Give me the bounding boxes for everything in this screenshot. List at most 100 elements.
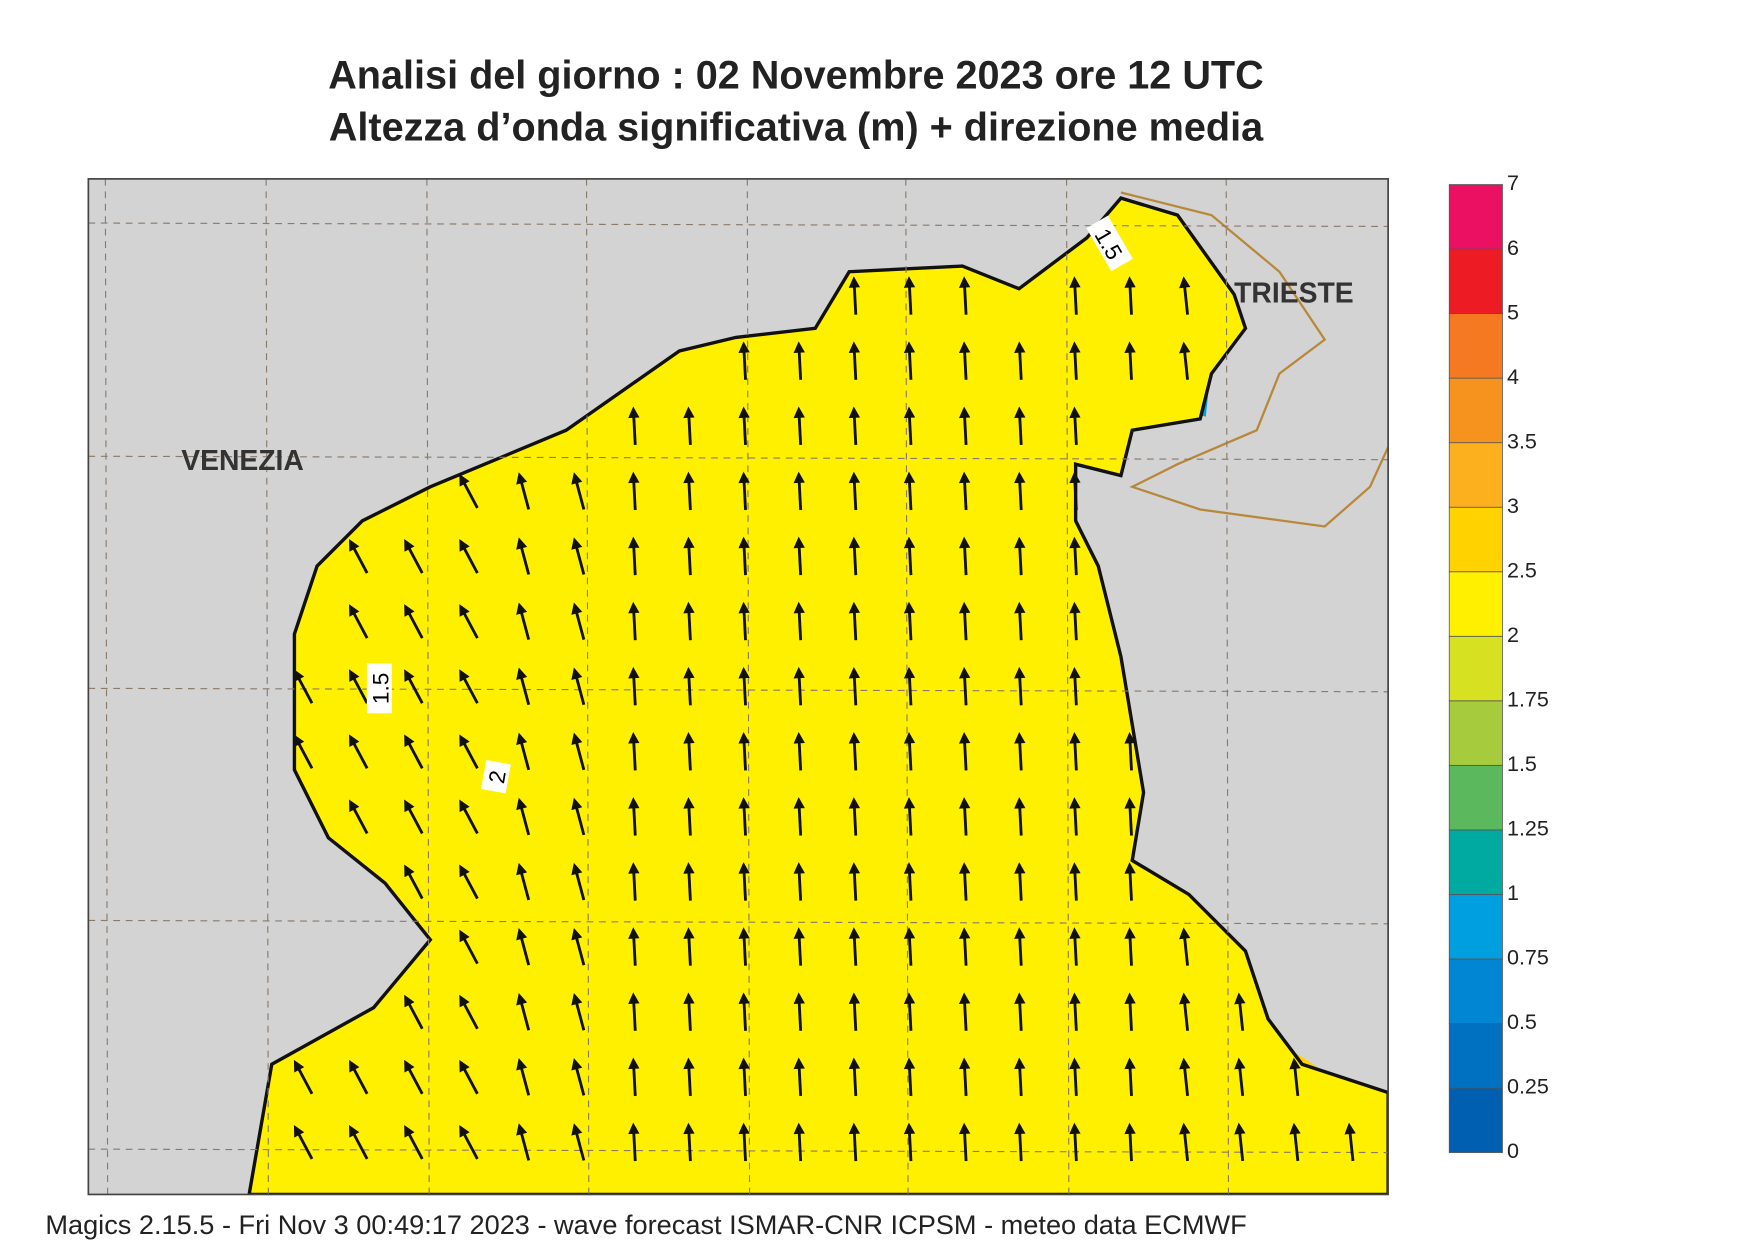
colorbar-label: 1.75 xyxy=(1507,688,1549,712)
arrow-head xyxy=(628,536,640,549)
arrow-head xyxy=(738,731,750,744)
direction-arrow xyxy=(903,471,916,511)
direction-arrow xyxy=(683,471,695,511)
direction-arrow xyxy=(1069,992,1081,1031)
arrow-head xyxy=(1014,992,1026,1004)
direction-arrow xyxy=(1069,666,1081,706)
direction-arrow xyxy=(793,992,805,1031)
arrow-head xyxy=(848,341,861,353)
arrow-head xyxy=(1014,341,1026,353)
border xyxy=(1120,191,1389,528)
direction-arrow xyxy=(959,471,971,511)
direction-arrow xyxy=(404,1124,424,1160)
direction-arrow xyxy=(848,341,861,380)
arrow-head xyxy=(459,799,470,813)
arrow-head xyxy=(516,862,528,876)
title-line-1: Analisi del giorno : 02 Novembre 2023 or… xyxy=(328,53,1264,97)
colorbar-label: 0.5 xyxy=(1507,1010,1537,1034)
direction-arrow xyxy=(848,406,861,445)
direction-arrow xyxy=(404,539,424,574)
arrow-head xyxy=(738,797,750,809)
arrow-head xyxy=(349,734,360,747)
contour-label-text: 2 xyxy=(484,769,511,786)
arrow-head xyxy=(1124,992,1136,1004)
direction-arrow xyxy=(738,927,750,966)
arrow-head xyxy=(516,927,528,941)
arrow-head xyxy=(404,1059,415,1073)
direction-arrow xyxy=(903,797,916,836)
arrow-head xyxy=(793,666,805,679)
arrow-head xyxy=(959,1122,971,1135)
arrow-head xyxy=(903,471,916,484)
arrow-head xyxy=(1069,341,1081,353)
direction-arrow xyxy=(628,1122,640,1162)
arrow-head xyxy=(628,731,640,744)
arrow-head xyxy=(571,1123,583,1136)
direction-arrow xyxy=(1124,992,1136,1031)
direction-arrow xyxy=(459,799,479,835)
direction-arrow xyxy=(404,734,424,769)
arrow-head xyxy=(738,927,750,939)
direction-arrow xyxy=(903,341,916,380)
direction-arrow xyxy=(793,666,805,706)
direction-arrow xyxy=(738,406,750,445)
direction-arrow xyxy=(1179,927,1191,966)
wave-direction-arrows xyxy=(293,276,1356,1162)
direction-arrow xyxy=(848,276,861,315)
arrow-head xyxy=(1179,927,1191,940)
colorbar-bin xyxy=(1448,1023,1503,1089)
direction-arrow xyxy=(1289,1122,1301,1162)
arrow-head xyxy=(459,734,470,747)
arrow-head xyxy=(293,734,305,747)
direction-arrow xyxy=(1234,1057,1246,1096)
arrow-head xyxy=(404,864,415,878)
direction-arrow xyxy=(571,1058,586,1096)
direction-arrow xyxy=(738,1122,750,1162)
arrow-head xyxy=(959,927,971,939)
arrow-head xyxy=(571,602,583,615)
arrow-head xyxy=(628,666,640,679)
arrow-head xyxy=(1124,862,1136,874)
arrow-head xyxy=(404,604,415,617)
direction-arrow xyxy=(903,731,916,771)
arrow-head xyxy=(571,862,583,876)
arrow-head xyxy=(1289,1057,1301,1070)
direction-arrow xyxy=(903,1122,916,1162)
direction-arrow xyxy=(903,276,916,315)
direction-arrow xyxy=(738,992,750,1031)
contour-label: 1.5 xyxy=(366,663,393,714)
arrow-head xyxy=(848,1057,861,1070)
direction-arrow xyxy=(349,734,369,769)
direction-arrow xyxy=(293,1059,314,1095)
direction-arrow xyxy=(1014,406,1026,445)
direction-arrow xyxy=(793,1122,805,1162)
arrow-head xyxy=(738,406,750,419)
direction-arrow xyxy=(516,1058,531,1096)
direction-arrow xyxy=(959,666,971,706)
arrow-head xyxy=(793,406,805,419)
arrow-head xyxy=(1069,471,1081,484)
arrow-head xyxy=(738,341,750,353)
direction-arrow xyxy=(1124,276,1136,315)
arrow-head xyxy=(516,537,528,550)
direction-arrow xyxy=(1124,797,1136,836)
direction-arrow xyxy=(793,927,805,966)
direction-arrow xyxy=(516,667,531,706)
direction-arrow xyxy=(1179,1057,1191,1096)
arrow-head xyxy=(793,341,805,353)
direction-arrow xyxy=(903,666,916,706)
direction-arrow xyxy=(738,797,750,836)
arrow-head xyxy=(738,1057,750,1070)
arrow-head xyxy=(959,992,971,1004)
direction-arrow xyxy=(293,669,314,704)
direction-arrow xyxy=(349,669,369,704)
city-label: TRIESTE xyxy=(1234,276,1354,308)
direction-arrow xyxy=(738,1057,750,1096)
direction-arrow xyxy=(1014,471,1026,511)
direction-arrow xyxy=(628,406,640,445)
arrow-head xyxy=(793,536,805,549)
direction-arrow xyxy=(571,472,586,510)
graticule-line xyxy=(88,1148,1389,1154)
graticule-line xyxy=(88,222,1389,228)
arrow-head xyxy=(1234,992,1246,1005)
